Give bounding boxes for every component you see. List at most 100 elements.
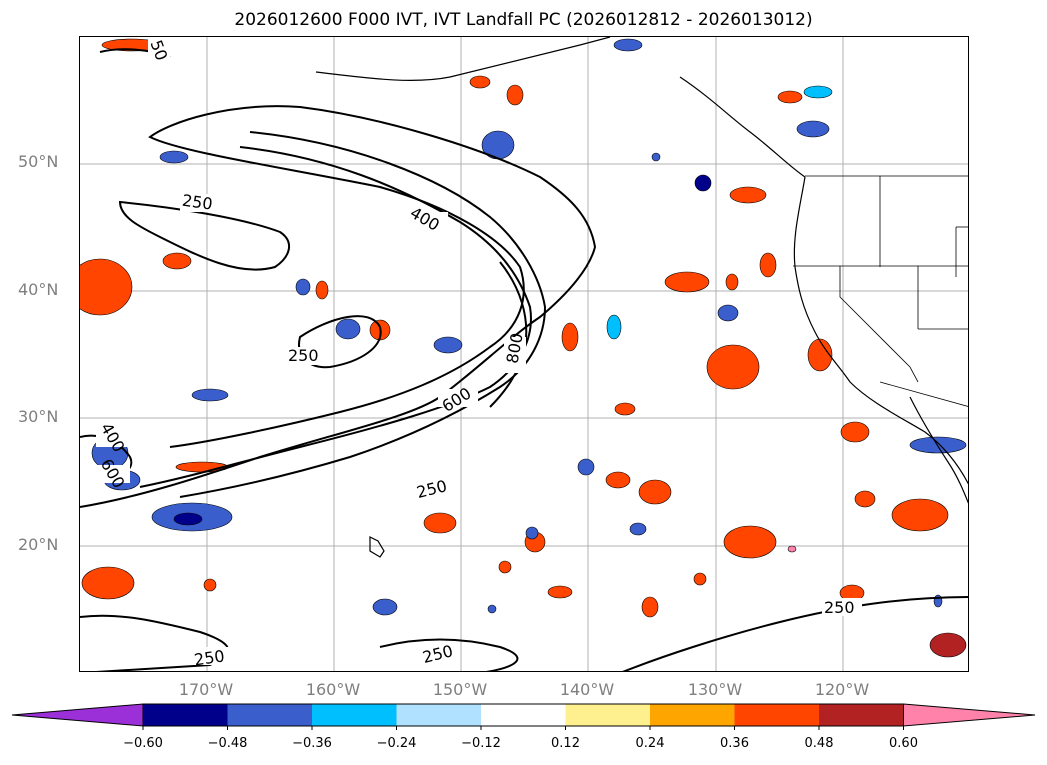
pos-blob — [315, 280, 329, 300]
pos-blob — [891, 498, 949, 532]
neg-blob — [694, 174, 712, 192]
colorbar-tick-label: −0.12 — [461, 736, 501, 751]
pos-blob — [759, 252, 777, 278]
neg-blob — [335, 318, 361, 340]
pos-blob — [469, 75, 491, 89]
lon-label-160w: 160°W — [305, 680, 361, 699]
colorbar-tick-label: −0.36 — [292, 736, 332, 751]
pos-blob — [203, 578, 217, 592]
colorbar-tick-label: 0.60 — [889, 736, 918, 751]
colorbar — [11, 703, 1036, 730]
lat-label-30n: 30°N — [18, 407, 59, 426]
lat-label-40n: 40°N — [18, 280, 59, 299]
neg-blob — [909, 436, 967, 454]
contour-600 — [179, 131, 547, 498]
pos-blob — [638, 479, 672, 505]
contour-250-east — [622, 596, 968, 671]
lon-label-140w: 140°W — [559, 680, 615, 699]
neg-blob — [487, 604, 497, 614]
neg-blob — [577, 458, 595, 476]
pos-blob — [162, 252, 192, 270]
contour-label: 250 — [181, 191, 214, 214]
hawaii — [369, 536, 385, 558]
neg-blob — [651, 152, 661, 162]
state-borders — [793, 175, 968, 407]
contour-250-outer — [80, 105, 597, 508]
colorbar-tick-label: −0.48 — [207, 736, 248, 751]
lon-label-120w: 120°W — [814, 680, 870, 699]
pc-shading — [80, 38, 967, 658]
colorbar-segment — [819, 704, 904, 726]
colorbar-outline — [142, 703, 904, 727]
colorbar-segment — [734, 704, 819, 726]
pos-blob — [614, 402, 636, 416]
colorbar-tick-label: 0.36 — [720, 736, 749, 751]
pos-blob — [706, 344, 760, 390]
colorbar-segment — [312, 704, 397, 726]
pos-blob — [547, 585, 573, 599]
map-title: 2026012600 F000 IVT, IVT Landfall PC (20… — [234, 10, 813, 30]
neg-blob — [372, 598, 398, 616]
neg-blob — [629, 522, 647, 536]
coastline-alaska-panhandle — [679, 76, 806, 178]
colorbar-extend-low — [11, 703, 144, 727]
colorbar-extend-high — [903, 703, 1036, 727]
neg-blob — [717, 304, 739, 322]
colorbar-segment — [143, 704, 228, 726]
neg-blob — [159, 150, 189, 164]
lat-label-50n: 50°N — [18, 152, 59, 171]
colorbar-segment — [650, 704, 735, 726]
pos-blob — [725, 273, 739, 291]
pos-blob — [605, 471, 631, 489]
neg-blob — [191, 388, 229, 402]
pos-blob — [807, 338, 833, 372]
pos-blob — [506, 84, 524, 106]
pos-blob — [723, 525, 777, 559]
neg-blob — [433, 336, 463, 354]
coastline-west-us — [793, 176, 968, 485]
pos-blob — [929, 632, 967, 658]
neg-blob — [173, 512, 203, 526]
colorbar-segment — [481, 704, 566, 726]
pos-blob — [641, 596, 659, 618]
coastlines — [315, 37, 968, 558]
ivt-map: 250 250 250 250 250 250 400 400 600 600 … — [80, 37, 968, 671]
pos-blob — [81, 566, 135, 600]
colorbar-tick-label: 0.12 — [551, 736, 580, 751]
pos-blob — [787, 545, 797, 553]
lat-label-20n: 20°N — [18, 535, 59, 554]
colorbar-tick-label: 0.24 — [635, 736, 665, 751]
pos-blob — [840, 421, 870, 443]
neg-blob — [525, 526, 539, 540]
contour-250-south2 — [379, 638, 519, 671]
pos-blob — [854, 490, 876, 508]
neg-blob — [803, 85, 833, 99]
neg-blob — [613, 38, 643, 52]
colorbar-segment — [227, 704, 312, 726]
pos-blob — [80, 258, 133, 316]
colorbar-tick-label: −0.24 — [376, 736, 417, 751]
contour-label: 250 — [288, 346, 319, 365]
colorbar-tick-label: −0.60 — [123, 736, 163, 751]
contour-250-inner — [118, 200, 290, 271]
lon-label-150w: 150°W — [432, 680, 488, 699]
neg-blob — [796, 120, 830, 138]
pos-blob — [423, 512, 457, 534]
pos-blob — [664, 271, 710, 293]
map-panel: 250 250 250 250 250 250 400 400 600 600 … — [79, 36, 969, 672]
neg-blob — [606, 314, 622, 340]
pos-blob — [693, 572, 707, 586]
lon-label-130w: 130°W — [687, 680, 743, 699]
contour-label: 250 — [824, 598, 855, 617]
pos-blob — [729, 186, 767, 204]
coastline-baja — [909, 396, 968, 504]
neg-blob — [295, 278, 311, 296]
lon-label-170w: 170°W — [178, 680, 234, 699]
coastline-alaska — [315, 37, 611, 81]
colorbar-segment — [565, 704, 650, 726]
pos-blob — [561, 322, 579, 352]
pos-blob — [777, 90, 803, 104]
contour-label: 250 — [193, 646, 226, 669]
colorbar-tick-label: 0.48 — [804, 736, 834, 751]
pos-blob — [498, 560, 512, 574]
